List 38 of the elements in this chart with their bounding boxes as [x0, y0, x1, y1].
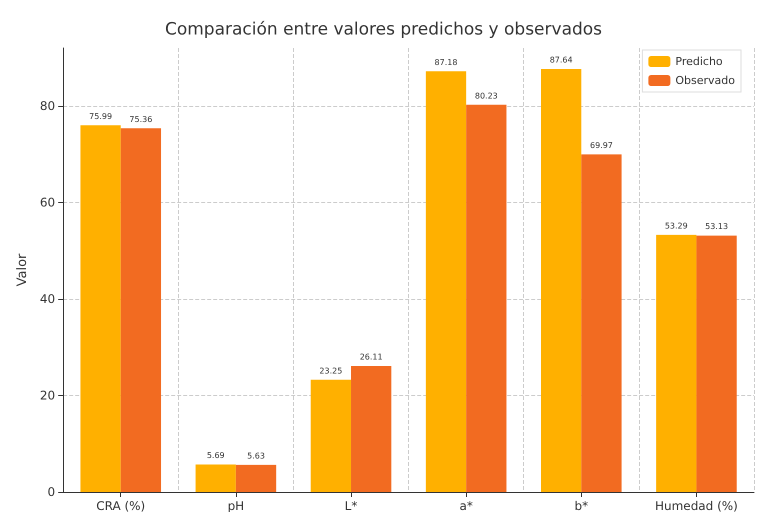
data-label: 75.99: [89, 112, 112, 121]
y-tick-label: 80: [40, 98, 56, 113]
bar: [581, 154, 622, 492]
y-tick-label: 40: [40, 292, 56, 306]
bar: [696, 236, 737, 492]
x-tick-label: Humedad (%): [654, 499, 738, 513]
bar: [80, 125, 121, 492]
bar: [310, 380, 352, 492]
y-tick-label: 60: [40, 195, 56, 210]
bar: [656, 234, 696, 492]
data-label: 5.63: [247, 451, 265, 460]
y-tick-label: 20: [40, 388, 56, 402]
data-label: 53.13: [705, 222, 728, 232]
legend-label: Observado: [675, 74, 736, 87]
data-label: 87.18: [434, 58, 458, 67]
data-label: 80.23: [474, 91, 498, 100]
data-label: 87.64: [550, 56, 573, 65]
x-tick-label: L*: [344, 499, 358, 513]
data-label: 5.69: [206, 451, 225, 460]
data-label: 75.36: [129, 114, 152, 124]
x-tick-label: CRA (%): [96, 499, 146, 513]
data-label: 26.11: [360, 352, 383, 362]
data-label: 23.25: [319, 366, 342, 376]
legend-label: Predicho: [675, 55, 723, 68]
bar: [120, 128, 162, 492]
chart-title: Comparación entre valores predichos y observados: [164, 20, 602, 40]
y-axis-title: Valor: [15, 252, 30, 286]
bar: [351, 366, 392, 492]
data-label: 53.29: [664, 221, 688, 230]
x-tick-label: a*: [459, 499, 473, 513]
bar: [236, 464, 276, 492]
bar: [540, 69, 582, 492]
x-tick-label: b*: [574, 499, 588, 513]
bar: [466, 104, 506, 492]
bar: [426, 71, 466, 492]
y-tick-label: 0: [48, 485, 56, 499]
bar: [196, 464, 236, 492]
data-label: 69.97: [590, 140, 613, 150]
